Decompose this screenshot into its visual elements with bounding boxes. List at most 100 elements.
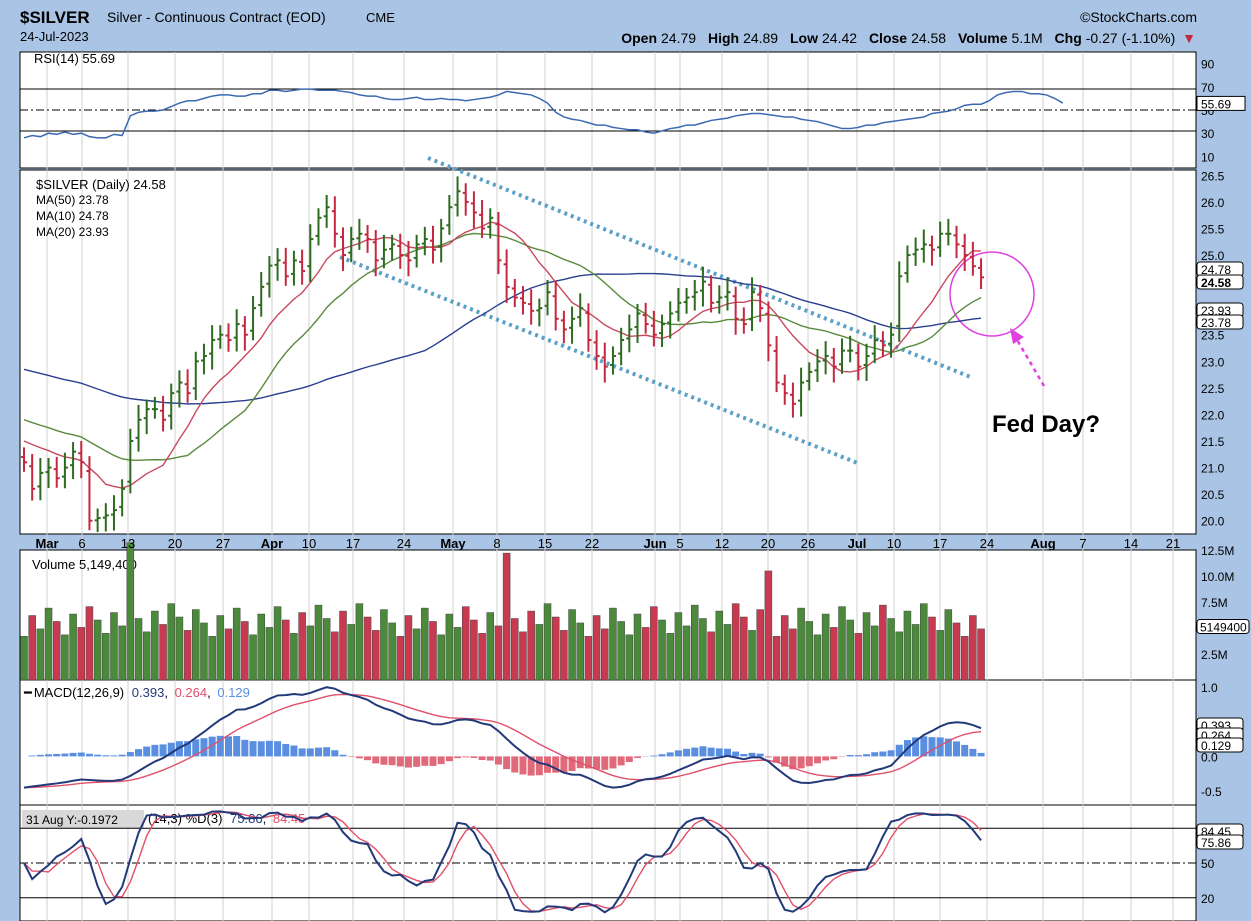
macd-histogram-bar — [552, 756, 560, 773]
ohlc-bar — [110, 495, 117, 531]
macd-histogram-bar — [445, 756, 453, 762]
price-y-tick: 23.0 — [1201, 355, 1225, 369]
volume-bar — [486, 612, 495, 681]
ohlc-bar — [274, 248, 281, 281]
x-tick-label: 22 — [585, 536, 599, 551]
volume-bar — [838, 606, 846, 681]
macd-histogram-bar — [462, 756, 470, 758]
annotation-arrowhead — [1010, 328, 1024, 344]
volume-bar — [960, 636, 969, 681]
x-tick-label: 14 — [1124, 536, 1138, 551]
macd-histogram-bar — [805, 756, 813, 767]
macd-histogram-bar — [822, 756, 830, 761]
macd-histogram-bar — [282, 744, 290, 757]
ohlc-bar — [699, 266, 706, 307]
ohlc-bar — [470, 191, 477, 229]
volume-bar — [511, 618, 519, 681]
volume-bar — [780, 615, 789, 681]
ohlc-bar — [37, 458, 44, 501]
ohlc-bar — [765, 301, 772, 362]
volume-bar — [641, 627, 650, 681]
volume-bar — [920, 603, 928, 681]
rsi-y-tick: 90 — [1201, 58, 1215, 72]
macd-histogram-bar — [126, 752, 134, 757]
ohlc-bar — [405, 240, 412, 277]
ohlc-bar — [519, 286, 526, 315]
macd-histogram-bar — [584, 756, 592, 769]
macd-histogram-bar — [77, 752, 85, 757]
stochastic-chart: 31 Aug Y:-0.1972 (14,3) %D(3) 75.86, 84.… — [20, 810, 1196, 914]
x-tick-label: Jun — [643, 536, 666, 551]
x-tick-label: 5 — [676, 536, 683, 551]
macd-histogram-bar — [437, 756, 445, 765]
x-tick-label: Aug — [1030, 536, 1055, 551]
macd-histogram-bar — [110, 755, 118, 757]
volume-bar — [625, 634, 634, 681]
volume-bar — [347, 624, 355, 681]
macd-histogram-bar — [854, 755, 862, 757]
volume-bar — [232, 607, 241, 681]
price-value-tag-label: 23.78 — [1201, 316, 1231, 330]
macd-histogram-bar — [568, 756, 576, 771]
volume-bar — [224, 628, 233, 681]
ohlc-bar — [266, 256, 273, 298]
macd-histogram-bar — [404, 756, 412, 768]
exchange-label: CME — [366, 10, 395, 25]
ohlc-bar — [544, 279, 551, 316]
ohlc-bar — [61, 452, 68, 489]
volume-bar — [944, 609, 953, 681]
volume-bar — [748, 630, 756, 681]
ohlc-bar — [290, 250, 297, 286]
macd-histogram-bar — [85, 753, 93, 757]
macd-histogram-bar — [830, 756, 838, 760]
volume-bar — [69, 613, 77, 681]
rsi-title: RSI(14) 55.69 — [34, 51, 115, 66]
ohlc-bar — [716, 285, 723, 314]
macd-signal-line — [23, 693, 982, 789]
x-tick-label: Mar — [35, 536, 58, 551]
volume-title: Volume 5,149,400 — [32, 557, 137, 572]
ohlc-bar — [438, 218, 445, 263]
volume-bar — [282, 619, 290, 681]
legend-ma10: MA(10) 24.78 — [36, 209, 109, 223]
volume-bar — [445, 613, 454, 681]
macd-histogram-bar — [863, 754, 871, 757]
volume-bar — [633, 613, 642, 681]
ohlc-bar — [847, 335, 854, 363]
x-tick-label: 17 — [933, 536, 947, 551]
macd-histogram-bar — [355, 756, 363, 759]
macd-histogram-bar — [715, 748, 723, 757]
ohlc-bar — [282, 247, 289, 286]
volume-bar — [85, 606, 94, 681]
volume-bar — [273, 606, 282, 681]
macd-histogram-bar — [740, 753, 748, 757]
volume-bar — [404, 615, 413, 681]
macd-histogram-bar — [61, 753, 69, 757]
volume-bar — [478, 633, 486, 681]
volume-bar — [658, 619, 666, 681]
volume-bar — [756, 609, 764, 681]
ohlc-bar — [937, 221, 944, 257]
ohlc-bar — [667, 301, 674, 339]
volume-panel — [19, 549, 1197, 681]
macd-histogram-bar — [143, 746, 151, 757]
ohlc-bar — [356, 218, 363, 250]
annotation-arrow — [1014, 337, 1046, 387]
rsi-y-tick: 70 — [1201, 81, 1215, 95]
stochastic-value-tag-label: 75.86 — [1201, 836, 1231, 850]
symbol-title: $SILVER — [20, 8, 90, 27]
volume-bar — [331, 631, 339, 681]
ohlc-bar — [78, 441, 85, 479]
ohlc-bar — [855, 343, 862, 381]
volume-y-tick: 2.5M — [1201, 648, 1228, 662]
volume-bar — [421, 607, 429, 681]
volume-bar — [895, 631, 904, 681]
volume-bar — [862, 612, 871, 681]
volume-bar — [617, 621, 625, 681]
volume-bar — [363, 616, 372, 681]
volume-bar — [723, 624, 732, 681]
rsi-line — [23, 88, 1064, 139]
volume-bar — [568, 609, 576, 681]
macd-histogram-bar — [225, 736, 232, 757]
rsi-y-tick: 10 — [1201, 150, 1215, 164]
